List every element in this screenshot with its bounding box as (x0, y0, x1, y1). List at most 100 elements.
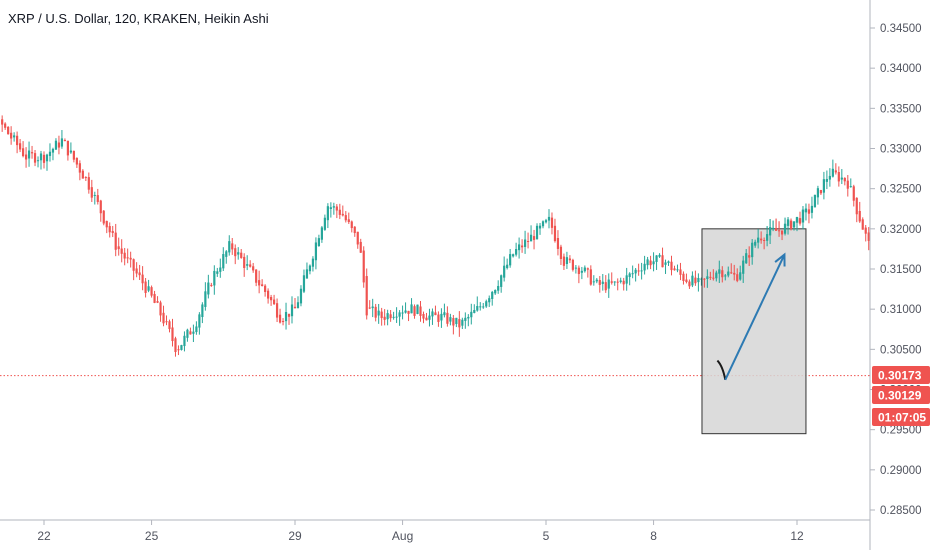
candle (213, 265, 216, 295)
candle (24, 147, 28, 168)
candle (135, 262, 138, 278)
candle (518, 237, 521, 259)
candle (688, 279, 691, 289)
candle (305, 262, 309, 279)
candle (195, 321, 198, 335)
candle (798, 211, 802, 226)
candle (108, 222, 111, 238)
candle (625, 267, 628, 291)
candle (667, 260, 670, 266)
candle (795, 216, 799, 232)
candle (120, 239, 123, 263)
candle (186, 328, 189, 342)
candle (338, 203, 341, 220)
candle (766, 226, 769, 247)
price-labels: 0.30173 0.30129 01:07:05 (872, 366, 930, 426)
candle (556, 230, 560, 256)
candle (455, 317, 458, 328)
candle (395, 307, 398, 323)
candle (652, 252, 655, 272)
candle (144, 277, 147, 298)
candle (532, 229, 536, 250)
candle (742, 255, 745, 283)
candle (419, 301, 422, 322)
candle (709, 271, 712, 281)
candle (538, 223, 542, 235)
candle (473, 304, 476, 314)
candle (362, 246, 365, 288)
candle (132, 258, 135, 281)
candle (512, 253, 515, 258)
candle (751, 239, 754, 265)
candle (757, 229, 760, 249)
candle (102, 210, 105, 226)
candle (296, 296, 300, 309)
candle (810, 196, 814, 219)
candle (822, 171, 825, 200)
candle (574, 265, 577, 274)
candle (329, 202, 332, 218)
candle (21, 141, 25, 158)
candle (16, 131, 19, 154)
candle (482, 302, 485, 309)
candle (849, 178, 852, 188)
candle (138, 264, 141, 280)
candle (553, 218, 557, 243)
candle (180, 344, 183, 351)
candle (691, 271, 694, 288)
candle (619, 277, 622, 284)
candle (526, 232, 530, 249)
candle (63, 138, 67, 142)
candle (715, 270, 718, 282)
candle (682, 271, 685, 285)
candle (13, 132, 16, 142)
candle (72, 150, 75, 163)
candle (198, 312, 201, 335)
candle (240, 248, 243, 259)
y-tick-label: 0.30500 (880, 344, 922, 356)
y-tick-label: 0.33000 (880, 144, 922, 156)
candle (237, 247, 240, 260)
candle (467, 314, 470, 327)
candle (267, 288, 270, 304)
candle (592, 275, 595, 286)
candle (523, 230, 527, 254)
candle (643, 255, 646, 275)
candle (598, 276, 601, 293)
candle (48, 143, 52, 162)
candle (278, 308, 282, 324)
svg-text:0.30173: 0.30173 (878, 369, 922, 383)
candle (105, 220, 108, 234)
candle (640, 262, 643, 280)
candle (90, 179, 93, 203)
candle (147, 279, 150, 293)
y-tick-label: 0.31500 (880, 264, 922, 276)
candle (255, 269, 258, 287)
candle (789, 218, 793, 231)
candle (506, 258, 509, 270)
candle (535, 223, 539, 240)
candle (7, 126, 10, 135)
candle (398, 310, 401, 326)
candle (189, 327, 192, 335)
candle (604, 275, 607, 293)
y-axis: 0.285000.290000.295000.300000.305000.310… (870, 23, 922, 517)
candle (1, 115, 4, 132)
candle (374, 303, 377, 322)
candle (281, 318, 285, 326)
candle (819, 189, 823, 195)
candle (96, 188, 99, 205)
candle (243, 253, 246, 277)
candle (204, 282, 207, 311)
candle (332, 202, 335, 215)
candle (843, 177, 846, 186)
x-tick-label: 12 (790, 529, 804, 543)
candle (724, 273, 727, 281)
candle (520, 239, 524, 253)
candle (45, 153, 49, 171)
candle (219, 258, 222, 278)
candle (171, 318, 174, 347)
candle (33, 149, 37, 167)
candle (807, 203, 811, 224)
